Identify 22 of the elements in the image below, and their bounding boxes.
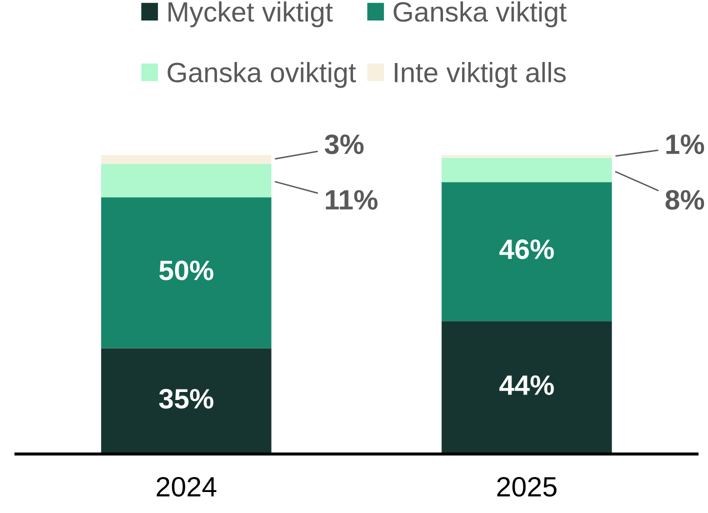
data-label: 8% <box>666 190 704 210</box>
legend-label: Ganska viktigt <box>394 1 567 28</box>
data-label: 1% <box>666 134 704 154</box>
legend-label: Inte viktigt alls <box>394 62 566 88</box>
data-label: 3% <box>324 134 364 154</box>
bar <box>442 155 612 158</box>
bar <box>442 321 612 454</box>
legend-label: Mycket viktigt <box>168 1 333 28</box>
x-tick-label: 2025 <box>497 476 556 497</box>
bar <box>101 155 272 164</box>
bar <box>442 182 612 322</box>
bar <box>101 197 272 348</box>
legend-label: Ganska oviktigt <box>168 62 356 88</box>
data-label: 11% <box>326 190 378 210</box>
bar <box>442 158 612 182</box>
bar <box>101 164 272 198</box>
bar <box>101 348 272 454</box>
data-label: 35% <box>159 388 214 409</box>
data-label: 44% <box>499 375 554 395</box>
data-label: 46% <box>499 239 554 260</box>
data-label: 50% <box>159 260 214 280</box>
x-tick-label: 2024 <box>156 476 216 497</box>
